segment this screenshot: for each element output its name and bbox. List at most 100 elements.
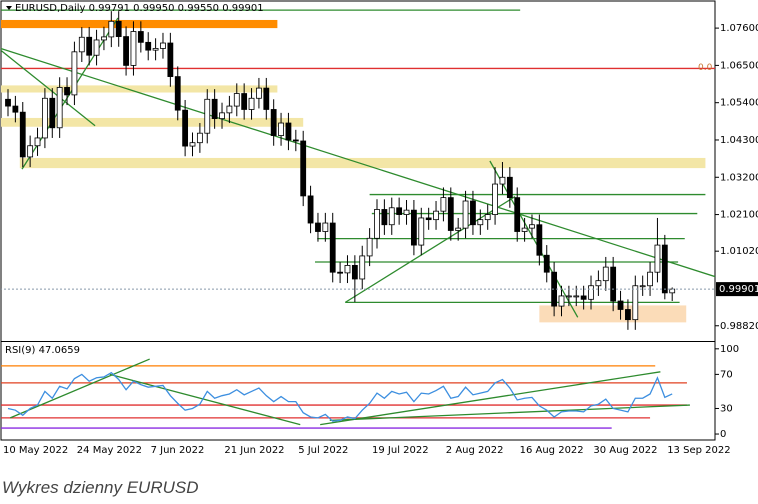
candle-body — [639, 285, 646, 288]
candle-body — [588, 285, 594, 300]
candle-body — [145, 41, 152, 51]
y-tick-label: 1.02100 — [720, 210, 758, 221]
x-tick-label: 24 May 2022 — [77, 445, 142, 456]
candle-body — [167, 42, 174, 77]
candle-body — [5, 98, 11, 107]
candle-body — [447, 197, 454, 231]
candle-body — [27, 145, 34, 158]
candle-body — [610, 266, 617, 302]
candle-body — [233, 93, 240, 107]
candle-body — [625, 309, 631, 321]
candle-body — [573, 295, 580, 298]
candle-body — [632, 285, 639, 321]
candle-body — [654, 244, 661, 273]
trend-line — [9, 358, 150, 419]
candle-body — [418, 217, 425, 246]
chart-title: EURUSD,Daily 0.99791 0.99950 0.99550 0.9… — [15, 3, 264, 14]
x-tick-label: 19 Jul 2022 — [372, 445, 429, 456]
candle-body — [189, 142, 196, 147]
candle-body — [462, 200, 469, 229]
candle-body — [595, 280, 602, 287]
candle-body — [182, 109, 189, 147]
candle-body — [440, 197, 447, 212]
y-tick-label: 100 — [720, 344, 739, 355]
candle-body — [499, 176, 506, 185]
candle-body — [543, 254, 550, 273]
candle-body — [270, 109, 277, 136]
candle-body — [565, 295, 572, 298]
x-tick-label: 2 Aug 2022 — [446, 445, 504, 456]
y-tick-label: 1.06500 — [720, 60, 758, 71]
candle-body — [219, 112, 225, 120]
price-panel: 0.0 — [1, 9, 715, 330]
candle-body — [388, 207, 395, 226]
candle-body — [506, 176, 513, 199]
candle-body — [12, 105, 19, 113]
candle-body — [492, 183, 498, 215]
x-tick-label: 5 Jul 2022 — [298, 445, 348, 456]
candle-body — [425, 217, 432, 221]
candle-body — [19, 111, 26, 158]
y-tick-label: 1.07600 — [720, 23, 758, 34]
candle-body — [580, 295, 587, 300]
candle-body — [381, 209, 388, 226]
candle-body — [315, 222, 321, 232]
candle-body — [374, 209, 380, 239]
x-tick-label: 10 May 2022 — [3, 445, 68, 456]
candle-body — [366, 237, 373, 257]
candle-body — [248, 97, 255, 110]
candle-body — [455, 227, 462, 231]
candle-body — [160, 42, 166, 49]
chart: 0.0 1.076001.065001.054001.043001.032001… — [0, 0, 758, 456]
zone — [1, 19, 278, 29]
candle-body — [71, 51, 78, 96]
y-tick-label: 1.01020 — [720, 246, 758, 257]
x-tick-label: 16 Aug 2022 — [520, 445, 584, 456]
candle-body — [78, 36, 85, 53]
menu-icon — [6, 6, 12, 10]
candle-body — [108, 20, 115, 38]
candle-body — [42, 97, 48, 139]
trend-line — [109, 373, 301, 426]
caption: Wykres dzienny EURUSD — [2, 478, 199, 497]
plot-frame — [0, 0, 716, 441]
zone — [19, 157, 706, 169]
trend-line — [489, 160, 579, 318]
candle-body — [211, 98, 218, 120]
level-label: 0.0 — [698, 63, 713, 73]
trend-line — [320, 371, 661, 426]
candle-body — [256, 87, 262, 99]
candle-body — [669, 288, 676, 294]
rsi-line — [7, 371, 673, 422]
candle-body — [661, 244, 668, 294]
x-tick-label: 7 Jun 2022 — [151, 445, 205, 456]
candle-body — [101, 36, 107, 41]
candle-body — [307, 195, 314, 224]
candle-body — [484, 214, 491, 221]
candle-body — [521, 227, 528, 232]
trend-line — [1, 49, 96, 127]
candle-body — [56, 87, 63, 129]
last-price-box — [716, 282, 758, 297]
zone — [1, 85, 278, 93]
y-tick-label: 0 — [720, 429, 726, 440]
candle-body — [433, 210, 439, 221]
x-tick-label: 13 Sep 2022 — [667, 445, 730, 456]
candle-body — [278, 122, 284, 136]
candle-body — [49, 97, 56, 129]
candle-body — [558, 295, 565, 307]
candle-body — [647, 271, 653, 287]
candle-body — [204, 98, 211, 134]
candle-body — [329, 222, 336, 273]
candle-body — [470, 200, 476, 226]
candle-body — [226, 105, 233, 114]
candle-body — [477, 219, 484, 226]
candle-body — [410, 209, 417, 246]
candle-body — [130, 31, 137, 66]
candle-body — [196, 132, 203, 144]
candle-body — [602, 266, 609, 282]
y-tick-label: 1.04300 — [720, 135, 758, 146]
candle-body — [529, 224, 535, 229]
candle-body — [115, 20, 122, 37]
